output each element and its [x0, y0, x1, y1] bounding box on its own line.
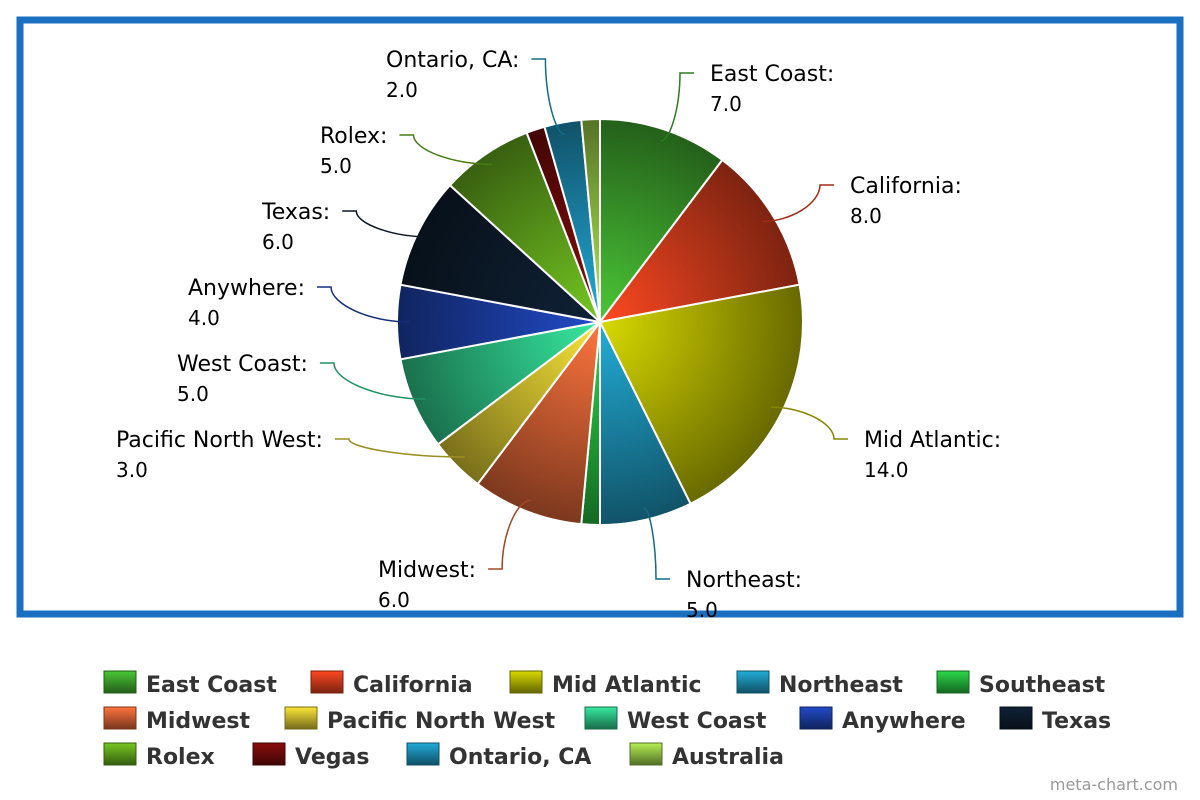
- value-label: 4.0: [188, 306, 220, 330]
- legend-swatch: [103, 670, 137, 694]
- value-label: 5.0: [320, 154, 352, 178]
- leader-line: [770, 406, 848, 440]
- legend-swatch: [284, 706, 318, 730]
- legend-label: East Coast: [146, 673, 277, 698]
- leader-line: [488, 499, 532, 570]
- legend-label: California: [353, 673, 473, 698]
- slice-label: Northeast:: [686, 568, 802, 593]
- leader-line: [319, 362, 426, 400]
- slice-label: West Coast:: [177, 352, 308, 377]
- footer: meta-chart.com: [1050, 775, 1178, 794]
- leader-line: [531, 58, 566, 136]
- value-label: 14.0: [864, 458, 909, 482]
- legend-swatch: [736, 670, 770, 694]
- legend-label: Northeast: [779, 673, 903, 698]
- value-label: 5.0: [686, 598, 718, 622]
- slice-label: Ontario, CA:: [386, 48, 519, 73]
- value-label: 8.0: [850, 204, 882, 228]
- slice-label: Pacific North West:: [116, 428, 323, 453]
- pie-slice: [476, 318, 602, 526]
- legend-swatch: [999, 706, 1033, 730]
- legend-swatch: [629, 742, 663, 766]
- leader-line: [762, 184, 834, 223]
- leader-line: [399, 134, 493, 166]
- pie-slice: [599, 117, 724, 325]
- legend-label: Vegas: [295, 745, 369, 770]
- legend-swatch: [509, 670, 543, 694]
- pie-slice: [597, 158, 801, 324]
- value-label: 5.0: [177, 382, 209, 406]
- value-label: 3.0: [116, 458, 148, 482]
- legend-swatch: [103, 742, 137, 766]
- legend-swatch: [936, 670, 970, 694]
- leader-line: [317, 286, 410, 323]
- slice-label: East Coast:: [710, 62, 834, 87]
- legend-label: Pacific North West: [327, 709, 556, 734]
- leader-line: [334, 438, 465, 458]
- leader-line: [643, 507, 670, 580]
- slice-label: Anywhere:: [188, 276, 305, 301]
- slice-label: Mid Atlantic:: [864, 428, 1001, 453]
- slice-label: Midwest:: [378, 558, 476, 583]
- legend-swatch: [584, 706, 618, 730]
- legend-label: Rolex: [146, 745, 215, 770]
- value-label: 6.0: [262, 230, 294, 254]
- legend-swatch: [406, 742, 440, 766]
- legend-label: Texas: [1042, 709, 1111, 734]
- legend-label: West Coast: [627, 709, 767, 734]
- legend-label: Ontario, CA: [449, 745, 591, 770]
- leader-line: [660, 72, 694, 142]
- legend-label: Mid Atlantic: [552, 673, 702, 698]
- legend-swatch: [252, 742, 286, 766]
- legend-label: Southeast: [979, 673, 1106, 698]
- pie-slice: [598, 283, 804, 506]
- pie-slice: [580, 117, 601, 323]
- legend-swatch: [103, 706, 137, 730]
- legend-label: Midwest: [146, 709, 251, 734]
- slice-label: Texas:: [261, 200, 330, 225]
- pie-slice: [399, 183, 604, 324]
- legend-swatch: [310, 670, 344, 694]
- value-label: 2.0: [386, 78, 418, 102]
- legend-swatch: [799, 706, 833, 730]
- legend-label: Anywhere: [842, 709, 966, 734]
- value-label: 7.0: [710, 92, 742, 116]
- slice-label: Rolex:: [320, 124, 387, 149]
- leader-line: [342, 210, 430, 238]
- value-label: 6.0: [378, 588, 410, 612]
- slice-label: California:: [850, 174, 962, 199]
- legend-label: Australia: [672, 745, 784, 770]
